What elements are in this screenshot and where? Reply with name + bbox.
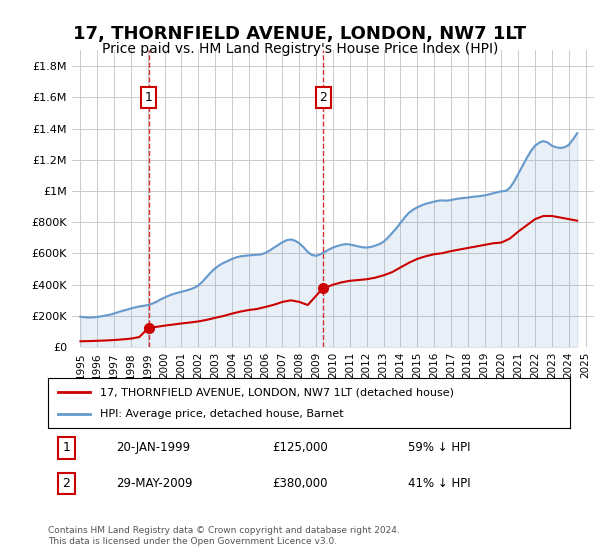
Text: 20-JAN-1999: 20-JAN-1999 (116, 441, 190, 455)
Text: 17, THORNFIELD AVENUE, LONDON, NW7 1LT (detached house): 17, THORNFIELD AVENUE, LONDON, NW7 1LT (… (100, 387, 454, 397)
Text: 59% ↓ HPI: 59% ↓ HPI (408, 441, 470, 455)
Text: £125,000: £125,000 (272, 441, 328, 455)
Text: 29-MAY-2009: 29-MAY-2009 (116, 477, 193, 490)
Text: Price paid vs. HM Land Registry's House Price Index (HPI): Price paid vs. HM Land Registry's House … (102, 42, 498, 56)
Text: 2: 2 (319, 91, 327, 104)
Text: HPI: Average price, detached house, Barnet: HPI: Average price, detached house, Barn… (100, 409, 344, 419)
Text: 41% ↓ HPI: 41% ↓ HPI (408, 477, 471, 490)
Text: £380,000: £380,000 (272, 477, 328, 490)
Text: 1: 1 (62, 441, 70, 455)
Text: 17, THORNFIELD AVENUE, LONDON, NW7 1LT: 17, THORNFIELD AVENUE, LONDON, NW7 1LT (73, 25, 527, 43)
Text: 1: 1 (145, 91, 152, 104)
Text: 2: 2 (62, 477, 70, 490)
Text: Contains HM Land Registry data © Crown copyright and database right 2024.
This d: Contains HM Land Registry data © Crown c… (48, 526, 400, 546)
